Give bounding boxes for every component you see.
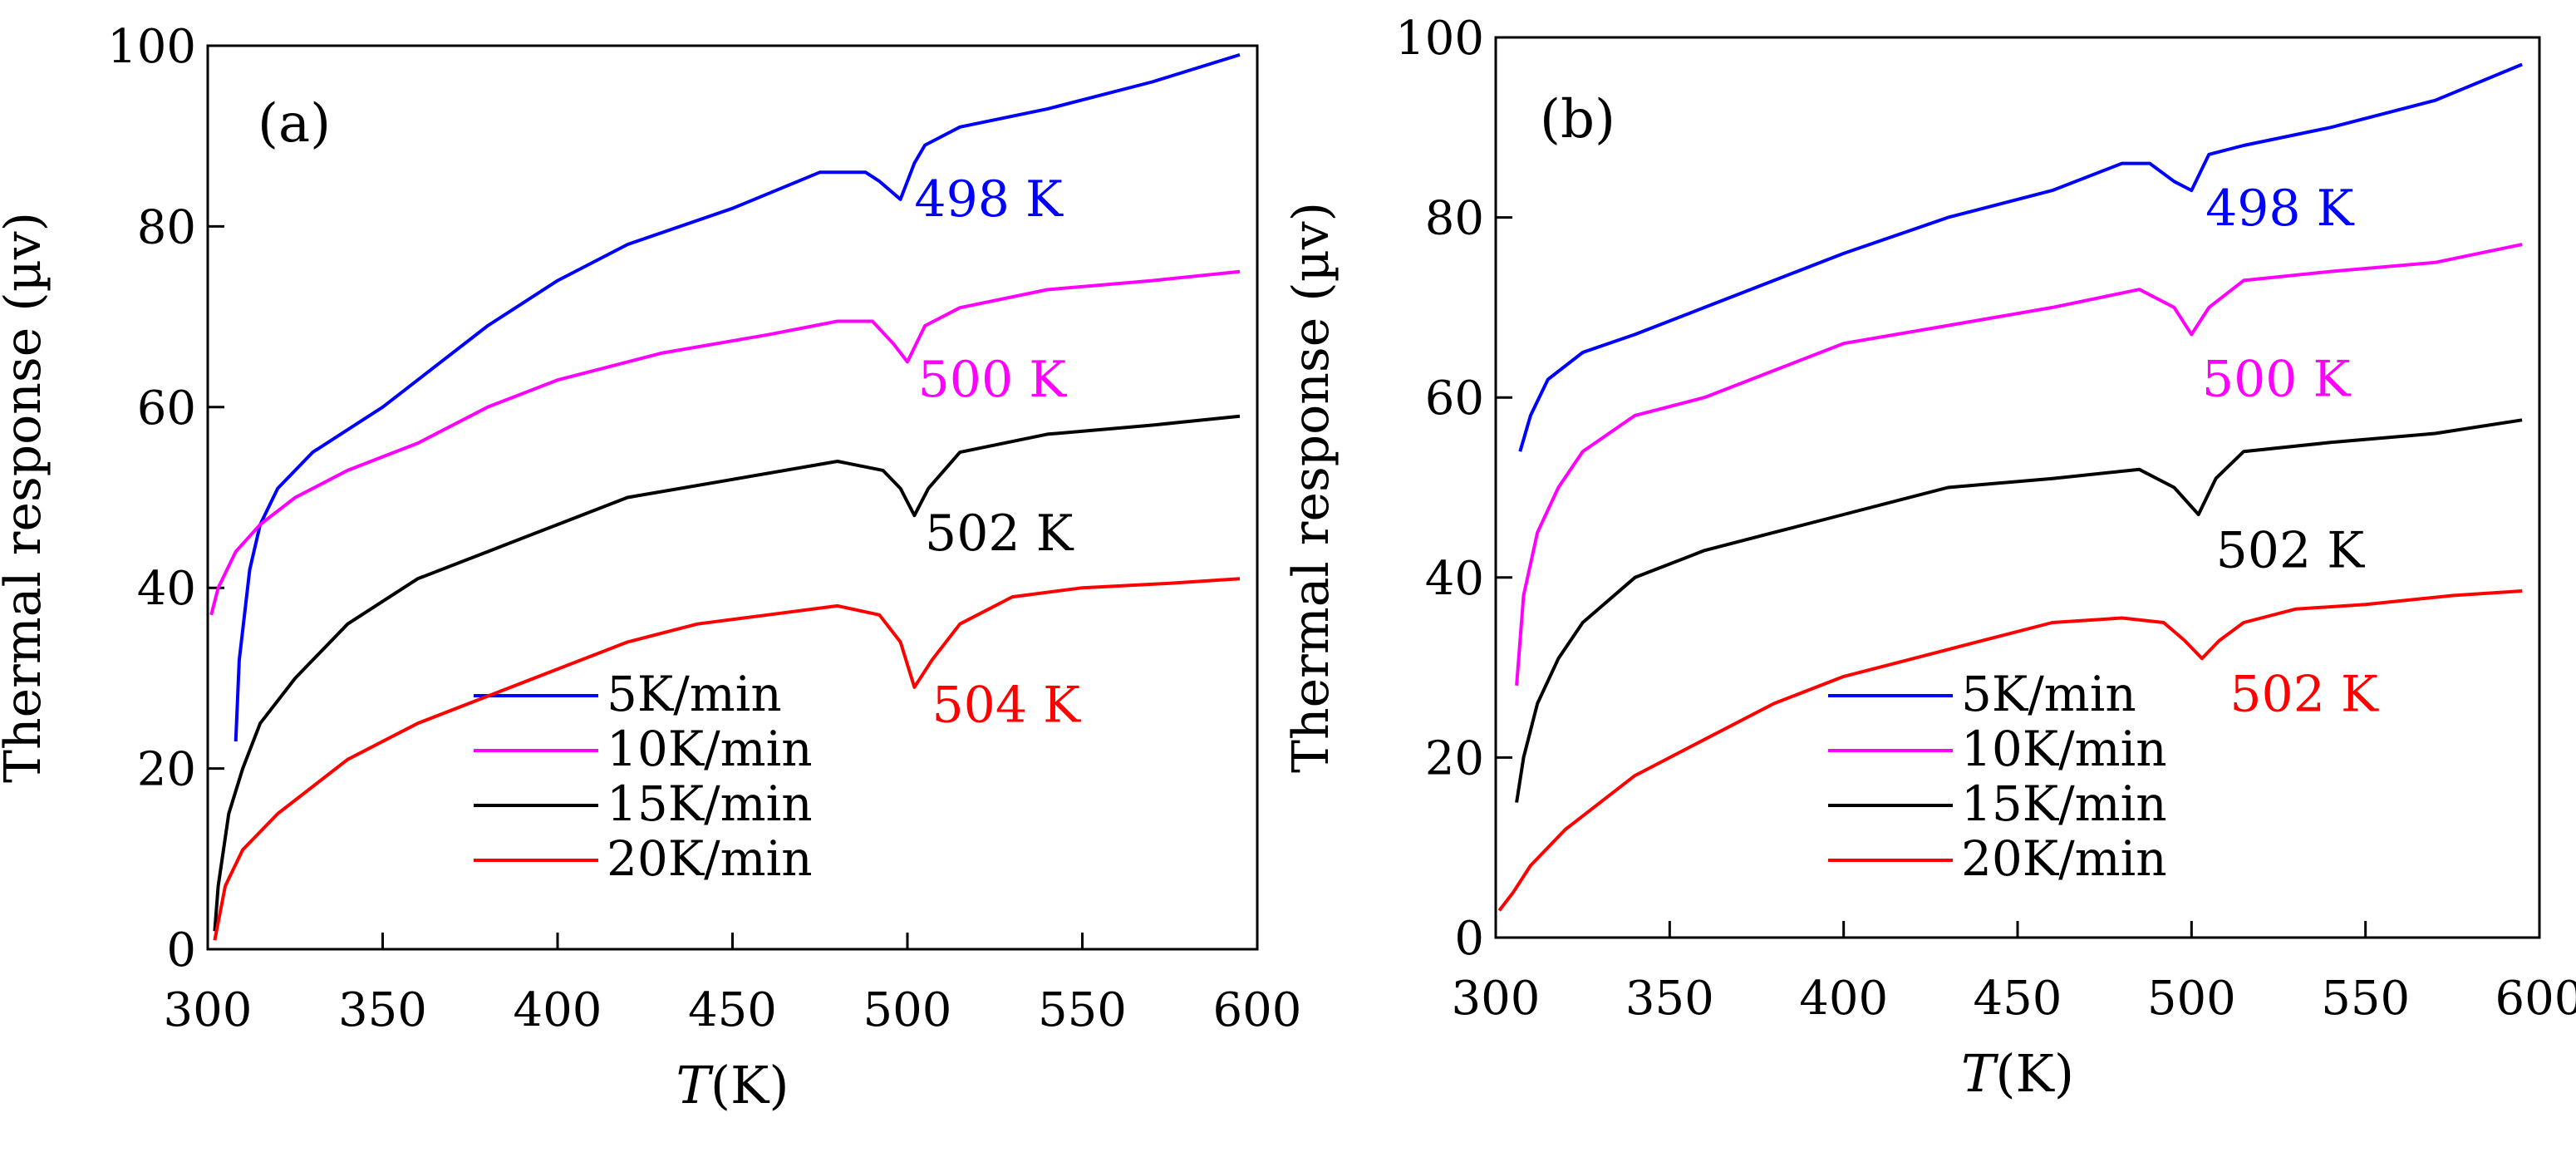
legend-label: 15K/min	[607, 775, 813, 832]
x-axis-title-unit: (K)	[710, 1055, 789, 1115]
peak-label: 498 K	[914, 170, 1064, 229]
x-tick-label: 400	[1799, 972, 1888, 1026]
y-tick-label: 100	[1395, 12, 1484, 66]
x-tick-label: 600	[1213, 983, 1302, 1037]
panel-label: (a)	[258, 93, 331, 155]
peak-label: 502 K	[2216, 521, 2366, 579]
x-tick-label: 300	[1452, 972, 1541, 1026]
legend-label: 15K/min	[1961, 775, 2167, 832]
panel-label: (b)	[1540, 89, 1615, 150]
x-tick-label: 500	[2147, 972, 2236, 1026]
legend-label: 5K/min	[1961, 666, 2136, 722]
panel-b: 300 350 400 450 500 550 600 0 20 40 60 80 100 T(K) The…	[1282, 12, 2576, 1104]
y-tick-label: 80	[137, 200, 196, 254]
peak-label: 498 K	[2205, 180, 2355, 238]
series-line-5K-per-min	[1518, 62, 2523, 452]
series-line-15K-per-min	[213, 414, 1241, 932]
peak-label: 500 K	[2202, 351, 2352, 409]
series-line-20K-per-min	[1497, 589, 2523, 912]
y-tick-label: 60	[1425, 372, 1484, 426]
y-tick-label: 0	[166, 923, 196, 977]
x-axis-title-unit: (K)	[1995, 1043, 2074, 1104]
y-tick-label: 40	[1425, 552, 1484, 606]
x-tick-label: 350	[338, 983, 427, 1037]
x-axis-title-symbol: T	[1961, 1043, 1999, 1104]
series-line-20K-per-min	[213, 577, 1241, 941]
x-tick-label: 450	[1974, 972, 2062, 1026]
x-tick-label: 450	[688, 983, 777, 1037]
y-tick-label: 100	[107, 20, 196, 74]
legend-label: 5K/min	[607, 666, 782, 722]
x-tick-label: 300	[164, 983, 253, 1037]
peak-label: 502 K	[925, 505, 1074, 563]
y-tick-label: 80	[1425, 192, 1484, 246]
x-axis-title-symbol: T	[676, 1055, 714, 1115]
legend-label: 20K/min	[1961, 830, 2167, 887]
x-tick-label: 400	[514, 983, 602, 1037]
x-tick-label: 550	[1038, 983, 1127, 1037]
series-line-15K-per-min	[1515, 418, 2523, 803]
y-axis-title: Thermal response (µv)	[1282, 202, 1340, 773]
legend-label: 20K/min	[607, 830, 813, 887]
x-tick-label: 500	[863, 983, 952, 1037]
series-line-10K-per-min	[1515, 243, 2523, 686]
x-tick-label: 550	[2321, 972, 2410, 1026]
panel-a: 300 350 400 450 500 550 600 0 20 40 60 80 100 T(K) The…	[0, 20, 1301, 1115]
y-tick-label: 40	[137, 562, 196, 616]
y-tick-label: 20	[1425, 731, 1484, 785]
x-tick-label: 350	[1625, 972, 1714, 1026]
series-line-10K-per-min	[209, 269, 1241, 616]
peak-label: 500 K	[918, 351, 1068, 409]
x-axis-title: T(K)	[1961, 1043, 2074, 1104]
peak-label: 502 K	[2229, 666, 2379, 724]
x-tick-label: 600	[2495, 972, 2576, 1026]
legend-label: 10K/min	[607, 721, 813, 777]
y-axis-title: Thermal response (µv)	[0, 212, 52, 783]
x-axis-title: T(K)	[676, 1055, 789, 1115]
series-line-5K-per-min	[234, 52, 1241, 742]
peak-label: 504 K	[932, 677, 1081, 735]
y-tick-label: 0	[1454, 912, 1484, 966]
y-tick-label: 60	[137, 382, 196, 436]
y-tick-label: 20	[137, 743, 196, 797]
legend-label: 10K/min	[1961, 721, 2167, 777]
